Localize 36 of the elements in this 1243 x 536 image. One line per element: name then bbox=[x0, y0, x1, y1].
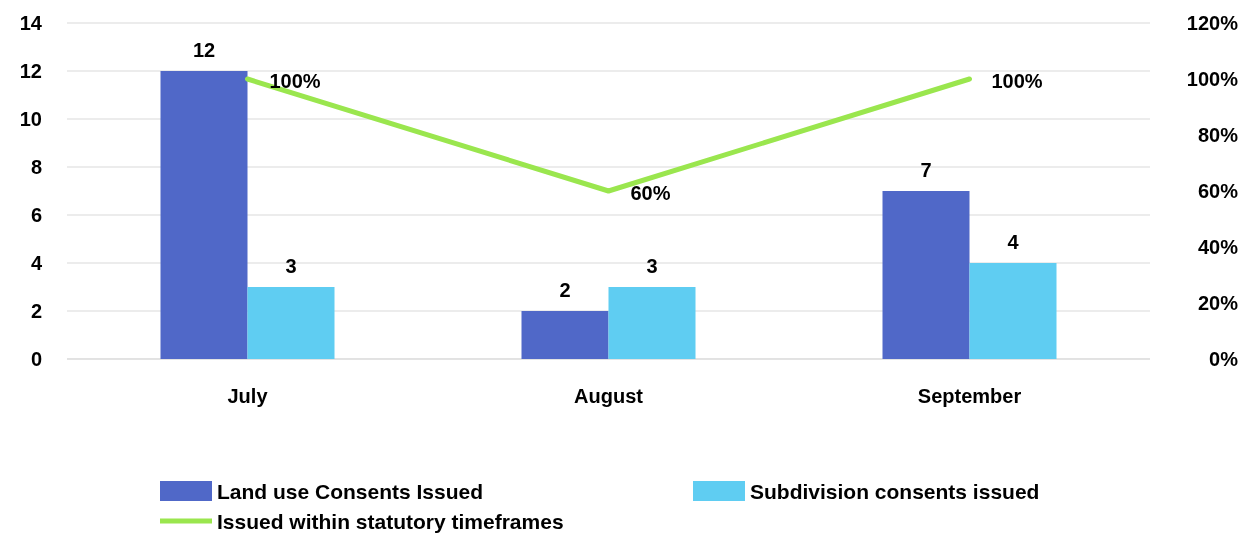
bar bbox=[969, 263, 1057, 359]
y2-tick-label: 60% bbox=[1197, 180, 1239, 202]
data-label: 7 bbox=[920, 159, 932, 181]
data-label: 4 bbox=[1007, 231, 1020, 253]
y2-tick-label: 100% bbox=[1186, 68, 1239, 90]
bar bbox=[160, 71, 248, 359]
data-label: 12 bbox=[192, 39, 216, 61]
bar bbox=[247, 287, 335, 359]
data-label: 100% bbox=[269, 70, 321, 92]
data-label: 3 bbox=[285, 255, 297, 277]
bar bbox=[882, 191, 970, 359]
y-tick-label: 8 bbox=[30, 156, 42, 178]
x-tick-label: September bbox=[917, 385, 1022, 407]
y2-tick-label: 80% bbox=[1197, 124, 1239, 146]
y-tick-label: 12 bbox=[19, 60, 42, 82]
y-tick-label: 4 bbox=[30, 252, 43, 274]
legend-label: Issued within statutory timeframes bbox=[217, 510, 564, 533]
legend-label: Subdivision consents issued bbox=[750, 480, 1040, 503]
data-label: 3 bbox=[646, 255, 658, 277]
y2-tick-label: 120% bbox=[1186, 12, 1239, 34]
data-label: 100% bbox=[991, 70, 1043, 92]
data-label: 2 bbox=[559, 279, 571, 301]
x-tick-label: August bbox=[574, 385, 644, 407]
y-tick-label: 14 bbox=[19, 12, 43, 34]
bar bbox=[608, 287, 696, 359]
x-tick-label: July bbox=[227, 385, 269, 407]
y-tick-label: 2 bbox=[30, 300, 42, 322]
y2-tick-label: 20% bbox=[1197, 292, 1239, 314]
legend-label: Land use Consents Issued bbox=[217, 480, 484, 503]
data-label: 60% bbox=[630, 182, 671, 204]
y2-tick-label: 0% bbox=[1209, 348, 1239, 370]
y2-tick-label: 40% bbox=[1197, 236, 1239, 258]
y-tick-label: 0 bbox=[30, 348, 42, 370]
bar bbox=[521, 311, 609, 359]
y-tick-label: 6 bbox=[30, 204, 42, 226]
y-tick-label: 10 bbox=[19, 108, 42, 130]
